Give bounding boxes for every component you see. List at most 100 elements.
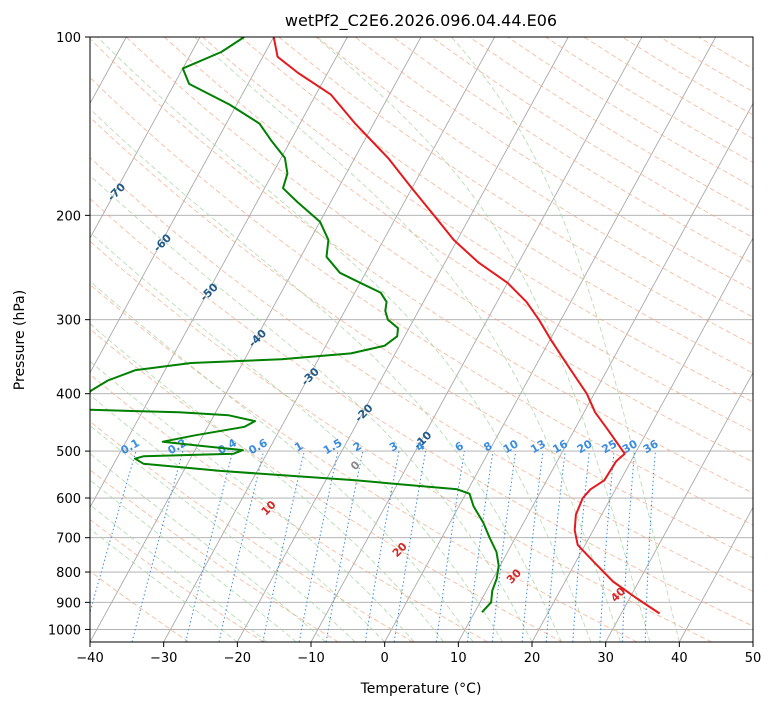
mixing-ratio-line [545,451,566,642]
dry-adiabat [507,37,753,188]
mixing-ratio-label: 20 [575,437,595,456]
dry-adiabat [90,198,753,627]
dry-adiabat [621,37,753,116]
moist-adiabat [90,479,297,642]
isotherm-label: -90 [8,88,31,111]
x-tick-label: 50 [745,651,762,666]
x-tick-label: 0 [381,651,389,666]
y-tick-label: 800 [56,566,81,581]
moist-adiabats [90,37,680,642]
moist-adiabat [90,504,268,642]
moist-adiabat [90,424,356,642]
moist-adiabat [90,108,562,642]
sounding-series [90,37,661,615]
dry-adiabats [90,37,753,642]
dry-adiabat [354,37,753,291]
mixing-ratio-line [572,451,590,642]
x-tick-label: −30 [150,651,177,666]
isotherm-line [752,641,753,642]
isotherm-label: -80 [58,131,81,154]
dry-adiabat-label: 40 [608,584,628,604]
dry-adiabat [278,37,753,346]
y-tick-label: 700 [56,532,81,547]
dry-adiabat [90,469,339,642]
mixing-ratio-label: 36 [641,437,661,456]
moist-adiabat [90,360,415,642]
plot-frame [89,36,754,643]
dry-adiabat [316,37,753,318]
mixing-ratio-line [491,451,517,642]
moist-adiabat [90,528,238,642]
mixing-ratio-line [521,451,544,642]
chart-title: wetPf2_C2E6.2026.096.04.44.E06 [285,11,557,31]
y-tick-label: 300 [56,314,81,329]
moist-adiabat [97,37,592,642]
isotherm-line [90,37,275,374]
mixing-ratio-line [467,451,494,642]
mixing-ratio-line [185,450,234,642]
mixing-ratio-line [298,450,339,642]
mixing-ratio-label: 30 [620,437,640,456]
isotherm-line [90,37,422,642]
dry-adiabat [202,37,753,403]
pressure-grid [90,37,753,630]
dry-adiabat [90,283,638,642]
dry-adiabat [90,570,190,642]
mixing-ratio-line [90,450,137,615]
mixing-ratio-label: 0.1 [119,436,142,457]
mixing-ratio-label: 10 [501,437,521,456]
y-tick-label: 900 [56,596,81,611]
isotherm-line [605,371,753,642]
x-tick-label: 30 [597,651,614,666]
mixing-ratio-label: 1.5 [321,436,344,457]
moist-adiabat [194,37,621,642]
dry-adiabat [90,156,753,592]
temperature-profile [272,37,661,615]
moist-adiabat [90,280,474,642]
mixing-ratio-line [218,450,265,642]
mixing-ratio-line [435,451,465,642]
dry-adiabat [583,37,753,140]
dry-adiabat [659,37,753,93]
y-tick-label: 400 [56,388,81,403]
mixing-ratio-label: 8 [481,439,494,454]
plot-area: -100-90-80-70-60-50-40-30-20-100.10.20.4… [8,37,753,642]
dry-adiabat [90,116,753,559]
y-tick-label: 200 [56,209,81,224]
isotherm-line [678,506,753,642]
mixing-ratio-line [262,450,305,642]
isotherm-label: -50 [198,280,221,303]
x-tick-label: 20 [524,651,541,666]
dewpoint-profile [90,37,500,613]
isotherm-line [236,37,569,642]
x-tick-label: 40 [671,651,688,666]
x-axis-ticks: −40 −30 −20 −10 0 10 20 30 40 50 [76,642,761,666]
isotherm-line [531,237,753,642]
dry-adiabat [90,519,264,642]
moist-adiabat [451,37,680,642]
moist-adiabat [315,37,651,642]
dry-adiabat-label: 30 [504,566,524,586]
isotherm-label: -40 [246,326,269,349]
dry-adiabat [90,373,488,642]
mixing-ratio-line [621,451,636,642]
x-tick-label: −10 [297,651,324,666]
moist-adiabat [90,394,386,642]
x-tick-label: 10 [450,651,467,666]
dry-adiabat [90,420,414,642]
isotherm-line [163,37,496,642]
moist-adiabat [90,323,444,642]
dry-adiabat [698,37,753,70]
dry-adiabat [240,37,753,374]
isotherm-label: -70 [105,180,128,203]
mixing-ratio-lines [90,450,656,642]
y-axis-label: Pressure (hPa) [12,290,28,390]
dry-adiabat [90,38,753,494]
dry-adiabat-label: 10 [259,498,279,518]
y-tick-label: 500 [56,445,81,460]
dry-adiabat [125,37,753,463]
mixing-ratio-line [131,450,184,642]
moist-adiabat [90,231,503,642]
dry-adiabat [164,37,753,433]
x-tick-label: −40 [76,651,103,666]
